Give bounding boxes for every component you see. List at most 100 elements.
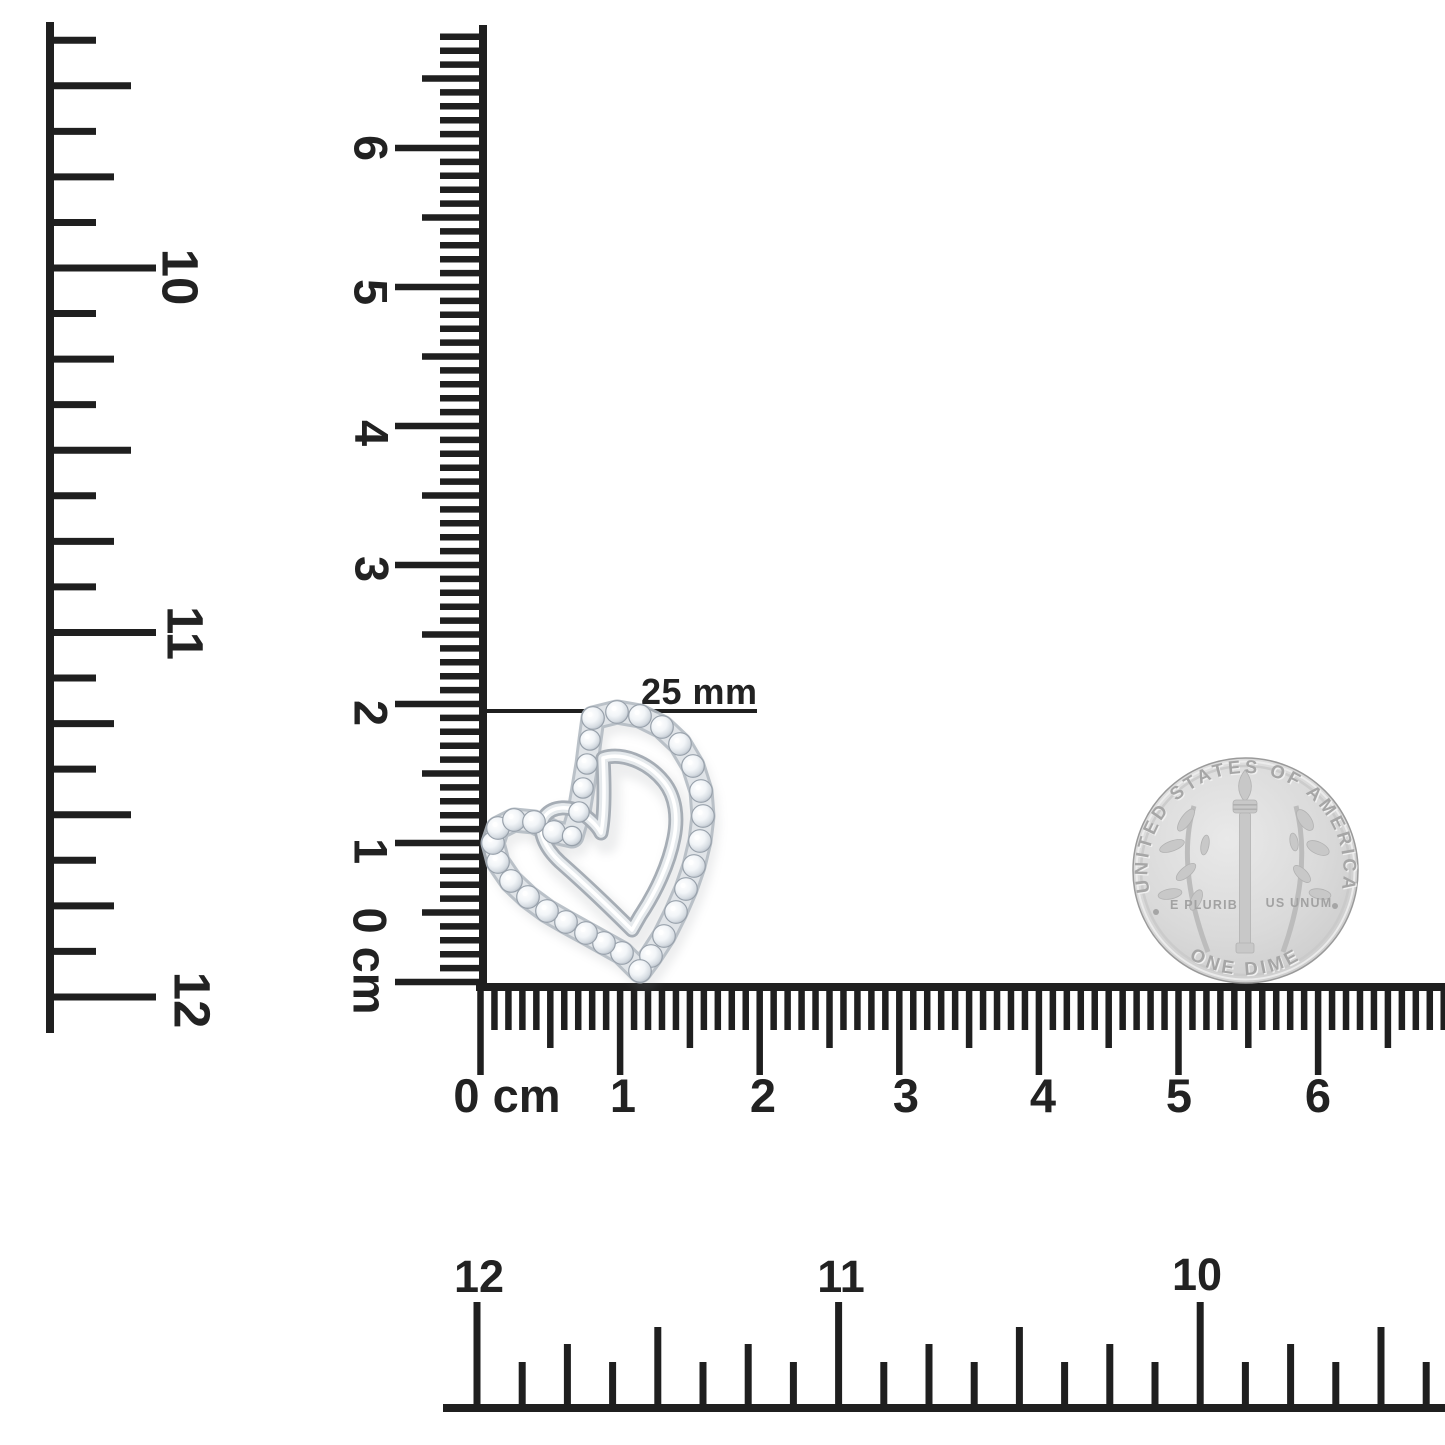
coin-dot-left (1153, 909, 1159, 915)
diamond-stone (502, 808, 526, 832)
diamond-glint (577, 781, 583, 788)
diamond-glint (670, 905, 676, 912)
diamond-glint (634, 964, 640, 971)
diamond-glint (584, 733, 590, 740)
diamond-glint (687, 759, 693, 766)
diamond-stone (554, 910, 578, 934)
diamond-glint (508, 813, 514, 820)
torch-icon (1232, 769, 1258, 954)
diamond-stone (579, 729, 601, 751)
diamond-stone (499, 869, 523, 893)
vertical-cm-ruler: 6 5 4 3 2 1 0 cm (344, 25, 487, 1015)
diamond-stone (542, 820, 566, 844)
diamond-glint (688, 859, 694, 866)
cm-label-4: 4 (346, 420, 399, 446)
cm-label-6: 6 (345, 135, 398, 161)
olive-branch-icon (1157, 805, 1211, 953)
inch-label-10: 10 (1172, 1249, 1222, 1300)
coin-rim (1135, 760, 1356, 981)
diamond-glint (695, 784, 701, 791)
diamond-glint (674, 737, 680, 744)
diamond-stone (664, 900, 688, 924)
diamond-stone (592, 931, 616, 955)
coin-motto-right: US UNUM (1266, 896, 1333, 910)
ruler-spine (479, 25, 487, 991)
diamond-glint (487, 836, 493, 843)
inch-label-10: 10 (152, 249, 209, 306)
tick-marks (477, 991, 1445, 1075)
diamond-stone (689, 779, 713, 803)
diamond-stone (674, 877, 698, 901)
cm-label-1: 1 (345, 838, 398, 864)
diamond-glint (694, 834, 700, 841)
diamond-glint (566, 829, 572, 836)
diamond-stone (605, 700, 629, 724)
tick-marks (54, 36, 156, 1001)
diamond-stone (652, 924, 676, 948)
diamond-stone (682, 854, 706, 878)
cm-label-5: 5 (345, 279, 398, 305)
diamond-glint (645, 949, 651, 956)
tick-marks (473, 1302, 1430, 1404)
diamond-stone (516, 885, 540, 909)
diamond-stone (574, 921, 598, 945)
diamond-glint (492, 821, 498, 828)
diamond-stone (650, 715, 674, 739)
ruler-spine (443, 1404, 1445, 1412)
cm-label-0: 0 cm (453, 1069, 560, 1122)
diamond-stone (522, 810, 546, 834)
diamond-glint (522, 890, 528, 897)
diamond-stone (688, 829, 712, 853)
cm-label-2: 2 (345, 700, 398, 726)
diamond-stone (576, 753, 598, 775)
diamond-stone (628, 959, 652, 983)
diamond-glint (587, 711, 593, 718)
diamond-stone (610, 941, 634, 965)
diamond-glint (680, 882, 686, 889)
diamond-stone (668, 732, 692, 756)
size-label: 25 mm (641, 671, 758, 712)
cm-label-0: 0 cm (344, 907, 397, 1014)
coin-motto-left: E PLURIB (1170, 898, 1238, 912)
dime-coin: UNITED STATES OF AMERICA UNITED STATES O… (1130, 756, 1359, 984)
diamond-glint (528, 815, 534, 822)
cm-label-2: 2 (750, 1069, 776, 1122)
cm-label-3: 3 (346, 556, 399, 582)
diamond-stone (572, 777, 594, 799)
diamond-stone (535, 899, 559, 923)
cm-label-3: 3 (893, 1069, 919, 1122)
diamond-glint (492, 855, 498, 862)
diamond-glint (580, 926, 586, 933)
diamond-stone (581, 706, 605, 730)
cm-label-1: 1 (610, 1069, 636, 1122)
bottom-inch-ruler: 12 11 10 (443, 1249, 1445, 1412)
diamond-stone (681, 754, 705, 778)
diamond-glint (697, 809, 703, 816)
diamond-glint (616, 946, 622, 953)
cm-label-4: 4 (1030, 1069, 1056, 1122)
diamond-glint (505, 874, 511, 881)
diamond-glint (560, 915, 566, 922)
tick-marks (395, 33, 479, 986)
horizontal-cm-ruler: 0 cm 1 2 3 4 5 6 (453, 983, 1445, 1122)
diamond-glint (656, 720, 662, 727)
cm-label-6: 6 (1305, 1069, 1331, 1122)
diamond-glint (573, 805, 579, 812)
diamond-glint (581, 757, 587, 764)
cm-label-5: 5 (1166, 1069, 1192, 1122)
diamond-glint (634, 709, 640, 716)
oak-branch-icon (1280, 805, 1332, 953)
diamond-stone (568, 801, 590, 823)
coin-rim (1139, 764, 1352, 977)
heart-pendant (480, 699, 720, 992)
diamond-glint (548, 825, 554, 832)
left-inch-ruler: 10 11 12 (46, 22, 221, 1033)
diamond-stones (481, 700, 715, 983)
inch-label-11: 11 (817, 1251, 865, 1302)
inch-label-12: 12 (164, 972, 221, 1029)
inch-label-12: 12 (454, 1251, 504, 1302)
diamond-glint (658, 929, 664, 936)
ruler-spine (476, 983, 1445, 991)
